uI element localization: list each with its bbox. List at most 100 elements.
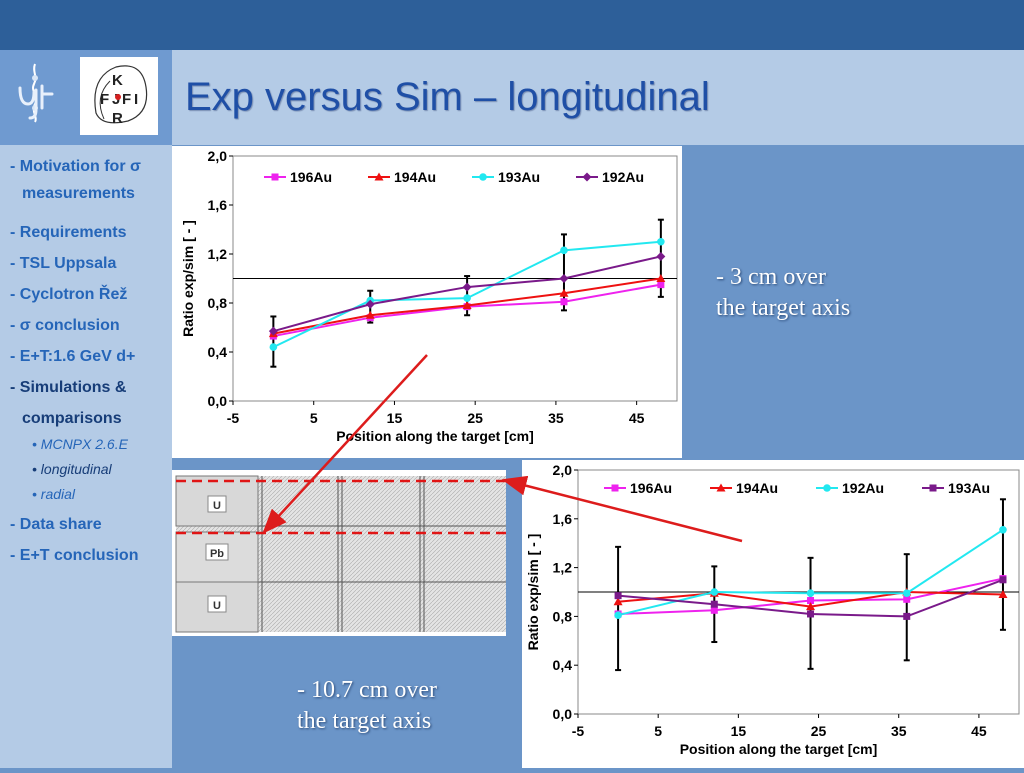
x-tick-label: 25 [467, 410, 483, 426]
nav-item-comparisons[interactable]: comparisons [22, 410, 122, 427]
data-point-192au [710, 588, 719, 596]
nav-subitem-radial[interactable]: • radial [32, 486, 76, 502]
y-tick-label: 0,8 [553, 608, 573, 624]
data-point-194au [365, 310, 375, 319]
chart-bottom: 0,0 0,4 0,8 1,2 1,6 2,0 -5 5 15 25 35 45 Position al… [525, 462, 1020, 757]
legend-marker [611, 484, 619, 492]
data-point-193au [657, 237, 665, 246]
fjfi-logo: K F J F I R [80, 57, 158, 135]
x-tick-label: 45 [629, 410, 645, 426]
slide-title: Exp versus Sim – longitudinal [185, 75, 710, 119]
y-axis-label: Ratio exp/sim [ - ] [180, 220, 196, 337]
nav-item-motivation[interactable]: - Motivation for σ [10, 158, 141, 175]
nav-subitem-longitudinal[interactable]: • longitudinal [32, 461, 112, 477]
nav-item-motivation-cont[interactable]: measurements [22, 185, 135, 202]
x-tick-label: 5 [310, 410, 318, 426]
x-tick-label: 15 [731, 723, 747, 739]
y-tick-label: 0,0 [208, 393, 228, 409]
chart-top-panel: 0,0 0,4 0,8 1,2 1,6 2,0 -5 5 15 25 35 45 Position al… [172, 146, 682, 458]
y-tick-label: 1,6 [208, 197, 228, 213]
note-top-line2: the target axis [716, 295, 851, 321]
chart-bottom-panel: 0,0 0,4 0,8 1,2 1,6 2,0 -5 5 15 25 35 45 Position al… [522, 460, 1024, 768]
data-point-194au [656, 274, 666, 282]
data-point-196au [560, 298, 568, 306]
ujf-logo [18, 63, 54, 123]
data-point-193au [710, 600, 718, 608]
data-point-194au [806, 602, 816, 611]
title-bar [172, 50, 1024, 145]
data-point-193au [614, 592, 622, 600]
nav-subitem-mcnpx[interactable]: • MCNPX 2.6.E [32, 436, 128, 452]
nav-item-requirements[interactable]: - Requirements [10, 224, 127, 241]
top-bar [0, 0, 1024, 50]
legend-label: 194Au [736, 480, 778, 496]
data-point-196au [710, 606, 718, 614]
target-diagram: U Pb U [172, 470, 506, 636]
y-tick-label: 0,0 [553, 706, 573, 722]
data-point-192au [462, 282, 472, 292]
data-point-194au [559, 288, 569, 297]
note-bottom: - 10.7 cm over the target axis [297, 675, 437, 737]
nav-item-et-conclusion[interactable]: - E+T conclusion [10, 547, 139, 564]
nav-item-et-gev[interactable]: - E+T:1.6 GeV d+ [10, 348, 136, 365]
x-tick-label: -5 [572, 723, 585, 739]
nav-item-sigma-conclusion[interactable]: - σ conclusion [10, 317, 120, 334]
svg-text:F: F [100, 91, 109, 108]
legend-label: 192Au [842, 480, 884, 496]
legend-label: 193Au [498, 169, 540, 185]
nav-item-data-share[interactable]: - Data share [10, 516, 102, 533]
legend-label: 193Au [948, 480, 990, 496]
nav-item-tsl-uppsala[interactable]: - TSL Uppsala [10, 255, 117, 272]
note-bottom-line2: the target axis [297, 708, 432, 734]
fjfi-dot [115, 94, 121, 100]
legend-marker [582, 172, 592, 182]
x-tick-label: 5 [654, 723, 662, 739]
data-point-192au [806, 589, 815, 598]
data-point-192au [268, 326, 278, 336]
legend-label: 192Au [602, 169, 644, 185]
y-tick-label: 1,2 [208, 246, 228, 262]
data-point-192au [902, 589, 911, 598]
legend-marker [271, 173, 279, 181]
legend-marker [479, 173, 487, 181]
x-tick-label: 15 [387, 410, 403, 426]
legend-label: 194Au [394, 169, 436, 185]
x-axis-label: Position along the target [cm] [680, 741, 878, 757]
x-tick-label: 25 [811, 723, 827, 739]
diagram-label-u-bottom: U [213, 600, 221, 612]
legend-marker [823, 484, 831, 492]
diagram-label-pb: Pb [210, 548, 224, 560]
data-point-193au [999, 576, 1007, 584]
x-tick-label: 35 [548, 410, 564, 426]
data-point-192au [656, 251, 666, 261]
y-tick-label: 1,6 [553, 511, 573, 527]
data-point-193au [463, 294, 471, 302]
data-point-193au [903, 612, 911, 620]
data-point-196au [807, 597, 815, 605]
x-tick-label: 45 [971, 723, 987, 739]
data-point-193au [560, 246, 568, 255]
legend-label: 196Au [630, 480, 672, 496]
legend-marker [929, 484, 937, 492]
diagram-label-u-top: U [213, 500, 221, 512]
note-top-line1: - 3 cm over [716, 264, 826, 290]
legend-marker [374, 172, 384, 181]
svg-text:R: R [112, 110, 123, 127]
data-point-192au [559, 274, 569, 283]
fjfi-letter: K [112, 72, 123, 89]
data-point-194au [613, 597, 623, 606]
y-axis-label: Ratio exp/sim [ - ] [525, 534, 541, 651]
svg-text:F: F [122, 91, 131, 108]
note-top: - 3 cm over the target axis [716, 262, 850, 324]
y-tick-label: 2,0 [208, 148, 228, 164]
svg-text:J: J [112, 91, 120, 108]
data-point-193au [269, 343, 278, 351]
nav-item-cyclotron[interactable]: - Cyclotron Řež [10, 286, 128, 303]
y-tick-label: 0,8 [208, 295, 228, 311]
legend-label: 196Au [290, 169, 332, 185]
nav-item-simulations[interactable]: - Simulations & [10, 379, 127, 396]
y-tick-label: 2,0 [553, 462, 573, 478]
data-point-192au [999, 525, 1007, 534]
note-bottom-line1: - 10.7 cm over [297, 677, 437, 703]
y-tick-label: 1,2 [553, 560, 573, 576]
